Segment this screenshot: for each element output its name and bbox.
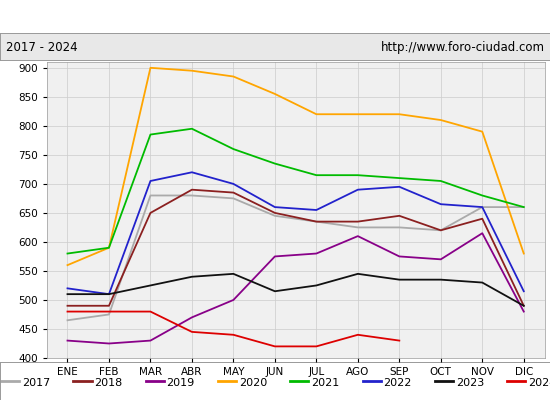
Text: 2019: 2019 [167,378,195,388]
Text: 2017: 2017 [22,378,50,388]
Text: 2024: 2024 [528,378,550,388]
Text: 2022: 2022 [383,378,412,388]
Text: 2020: 2020 [239,378,267,388]
Text: 2023: 2023 [456,378,484,388]
Text: http://www.foro-ciudad.com: http://www.foro-ciudad.com [381,41,544,54]
Text: 2018: 2018 [94,378,123,388]
Text: Evolucion del paro registrado en Alcaudete: Evolucion del paro registrado en Alcaude… [110,9,440,24]
Text: 2021: 2021 [311,378,339,388]
Text: 2017 - 2024: 2017 - 2024 [6,41,77,54]
